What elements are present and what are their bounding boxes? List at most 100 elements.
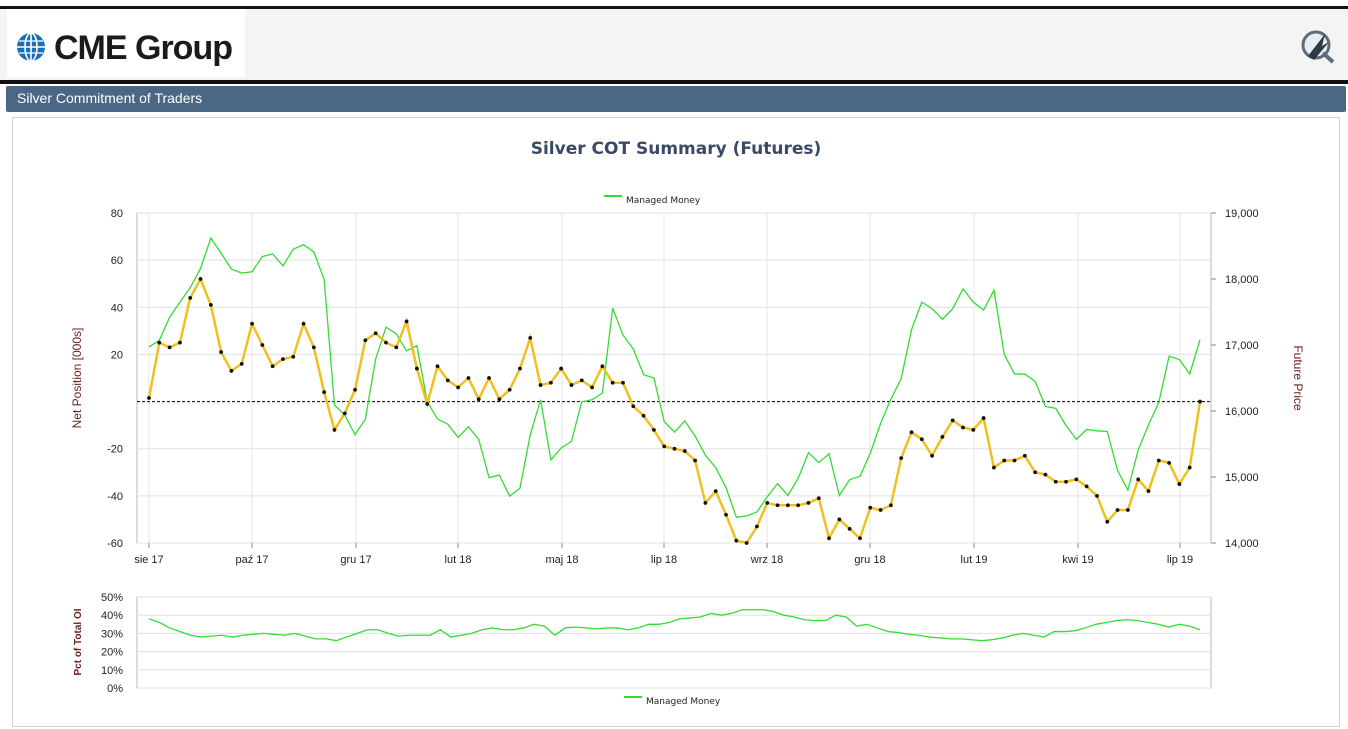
net-position-point[interactable] <box>445 378 450 383</box>
net-position-point[interactable] <box>1187 465 1192 470</box>
net-position-point[interactable] <box>229 369 234 373</box>
net-position-point[interactable] <box>992 465 996 470</box>
net-position-point[interactable] <box>311 345 316 350</box>
legend-label-bottom[interactable]: Managed Money <box>646 697 721 707</box>
net-position-point[interactable] <box>569 383 574 387</box>
net-position-point[interactable] <box>384 340 388 345</box>
net-position-point[interactable] <box>1064 479 1068 484</box>
net-position-point[interactable] <box>755 524 759 529</box>
net-position-point[interactable] <box>621 380 625 385</box>
net-position-point[interactable] <box>1198 399 1202 404</box>
net-position-point[interactable] <box>775 503 780 508</box>
net-position-point[interactable] <box>940 435 945 439</box>
net-position-point[interactable] <box>590 385 594 390</box>
net-position-point[interactable] <box>188 295 193 300</box>
net-position-point[interactable] <box>157 340 162 345</box>
net-position-point[interactable] <box>332 427 337 432</box>
net-position-point[interactable] <box>1033 470 1038 475</box>
net-position-point[interactable] <box>1167 460 1171 465</box>
net-position-point[interactable] <box>888 503 893 508</box>
net-position-point[interactable] <box>559 366 564 371</box>
net-position-point[interactable] <box>930 453 934 458</box>
net-position-point[interactable] <box>981 416 986 420</box>
net-position-point[interactable] <box>1012 458 1017 463</box>
logo-box[interactable]: CME Group <box>7 9 245 77</box>
net-position-point[interactable] <box>631 404 636 409</box>
net-position-point[interactable] <box>167 345 172 350</box>
net-position-point[interactable] <box>270 364 275 369</box>
net-position-point[interactable] <box>724 512 728 517</box>
net-position-point[interactable] <box>425 402 430 406</box>
net-position-point[interactable] <box>147 396 151 400</box>
net-position-point[interactable] <box>456 385 461 390</box>
net-position-point[interactable] <box>579 378 584 383</box>
net-position-point[interactable] <box>373 331 378 336</box>
net-position-point[interactable] <box>301 321 306 326</box>
net-position-point[interactable] <box>785 503 790 508</box>
net-position-point[interactable] <box>796 503 801 508</box>
net-position-point[interactable] <box>239 361 244 366</box>
net-position-point[interactable] <box>765 501 770 505</box>
net-position-point[interactable] <box>497 397 502 402</box>
net-position-point[interactable] <box>219 350 224 354</box>
net-position-point[interactable] <box>1156 458 1161 463</box>
net-position-point[interactable] <box>847 526 852 531</box>
net-position-point[interactable] <box>1115 508 1120 512</box>
net-position-point[interactable] <box>868 505 873 510</box>
net-position-point[interactable] <box>919 437 924 442</box>
net-position-point[interactable] <box>548 380 553 385</box>
net-position-point[interactable] <box>1125 508 1130 512</box>
net-position-point[interactable] <box>600 364 605 369</box>
net-position-point[interactable] <box>641 413 646 418</box>
net-position-point[interactable] <box>1053 479 1058 484</box>
net-position-point[interactable] <box>435 364 440 369</box>
net-position-point[interactable] <box>961 425 965 430</box>
net-position-point[interactable] <box>394 345 399 350</box>
net-position-point[interactable] <box>1177 482 1182 486</box>
net-position-point[interactable] <box>322 390 327 395</box>
net-position-point[interactable] <box>487 376 491 380</box>
net-position-point[interactable] <box>827 536 831 541</box>
net-position-point[interactable] <box>178 340 182 345</box>
net-position-point[interactable] <box>1043 472 1048 477</box>
net-position-point[interactable] <box>208 303 213 307</box>
net-position-point[interactable] <box>415 366 419 371</box>
net-position-point[interactable] <box>806 501 811 505</box>
net-position-point[interactable] <box>816 496 821 501</box>
net-position-point[interactable] <box>744 541 749 545</box>
net-position-point[interactable] <box>476 397 481 402</box>
net-position-point[interactable] <box>971 427 976 432</box>
net-position-point[interactable] <box>198 277 203 281</box>
net-position-point[interactable] <box>837 517 842 522</box>
net-position-point[interactable] <box>878 508 883 512</box>
net-position-point[interactable] <box>281 357 285 362</box>
net-position-point[interactable] <box>353 387 357 392</box>
net-position-point[interactable] <box>1084 484 1089 489</box>
net-position-point[interactable] <box>713 489 718 494</box>
net-position-point[interactable] <box>466 376 471 380</box>
net-position-point[interactable] <box>703 501 708 505</box>
net-position-point[interactable] <box>693 458 698 463</box>
net-position-point[interactable] <box>538 383 543 387</box>
net-position-point[interactable] <box>1146 489 1151 494</box>
net-position-point[interactable] <box>734 538 739 543</box>
net-position-point[interactable] <box>1136 477 1141 482</box>
quikstrike-icon[interactable] <box>1300 28 1336 64</box>
net-position-point[interactable] <box>507 387 512 392</box>
net-position-point[interactable] <box>899 456 904 461</box>
net-position-point[interactable] <box>342 411 347 416</box>
net-position-point[interactable] <box>260 343 265 347</box>
net-position-point[interactable] <box>858 536 862 541</box>
legend-label-top[interactable]: Managed Money <box>626 196 701 206</box>
net-position-point[interactable] <box>528 336 533 340</box>
net-position-point[interactable] <box>518 366 522 371</box>
net-position-point[interactable] <box>404 319 409 324</box>
net-position-point[interactable] <box>909 430 914 435</box>
net-position-point[interactable] <box>1002 458 1007 463</box>
net-position-point[interactable] <box>682 449 687 453</box>
net-position-point[interactable] <box>950 418 955 423</box>
net-position-point[interactable] <box>1105 519 1110 524</box>
net-position-point[interactable] <box>651 427 656 432</box>
net-position-point[interactable] <box>672 446 677 451</box>
net-position-point[interactable] <box>363 338 368 343</box>
